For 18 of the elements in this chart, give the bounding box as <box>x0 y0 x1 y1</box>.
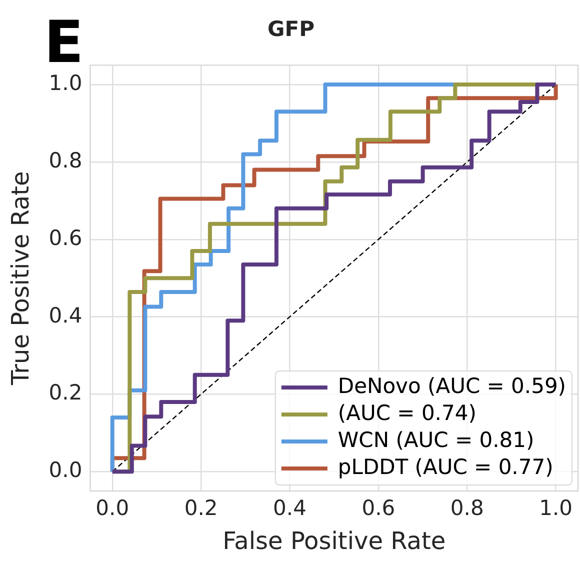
x-tick-label: 0.8 <box>450 496 484 520</box>
x-tick-label: 0.4 <box>273 496 306 520</box>
legend-label: pLDDT (AUC = 0.77) <box>338 454 554 479</box>
x-tick-label: 0.0 <box>96 496 130 520</box>
legend-label: WCN (AUC = 0.81) <box>338 428 534 452</box>
legend-label: (AUC = 0.74) <box>338 400 476 425</box>
y-tick-label: 0.6 <box>48 226 82 250</box>
x-tick-label: 0.2 <box>184 496 218 520</box>
y-tick-label: 0.0 <box>48 458 82 482</box>
x-tick-label: 1.0 <box>539 496 573 520</box>
legend-label: DeNovo (AUC = 0.59) <box>338 374 566 398</box>
y-tick-label: 0.4 <box>48 303 82 328</box>
x-axis-title: False Positive Rate <box>222 526 446 555</box>
y-axis-title: True Positive Rate <box>6 171 35 386</box>
chart-title: GFP <box>268 17 314 42</box>
y-tick-label: 0.8 <box>48 148 82 172</box>
x-tick-label: 0.6 <box>362 496 396 520</box>
y-tick-label: 0.2 <box>48 380 82 405</box>
